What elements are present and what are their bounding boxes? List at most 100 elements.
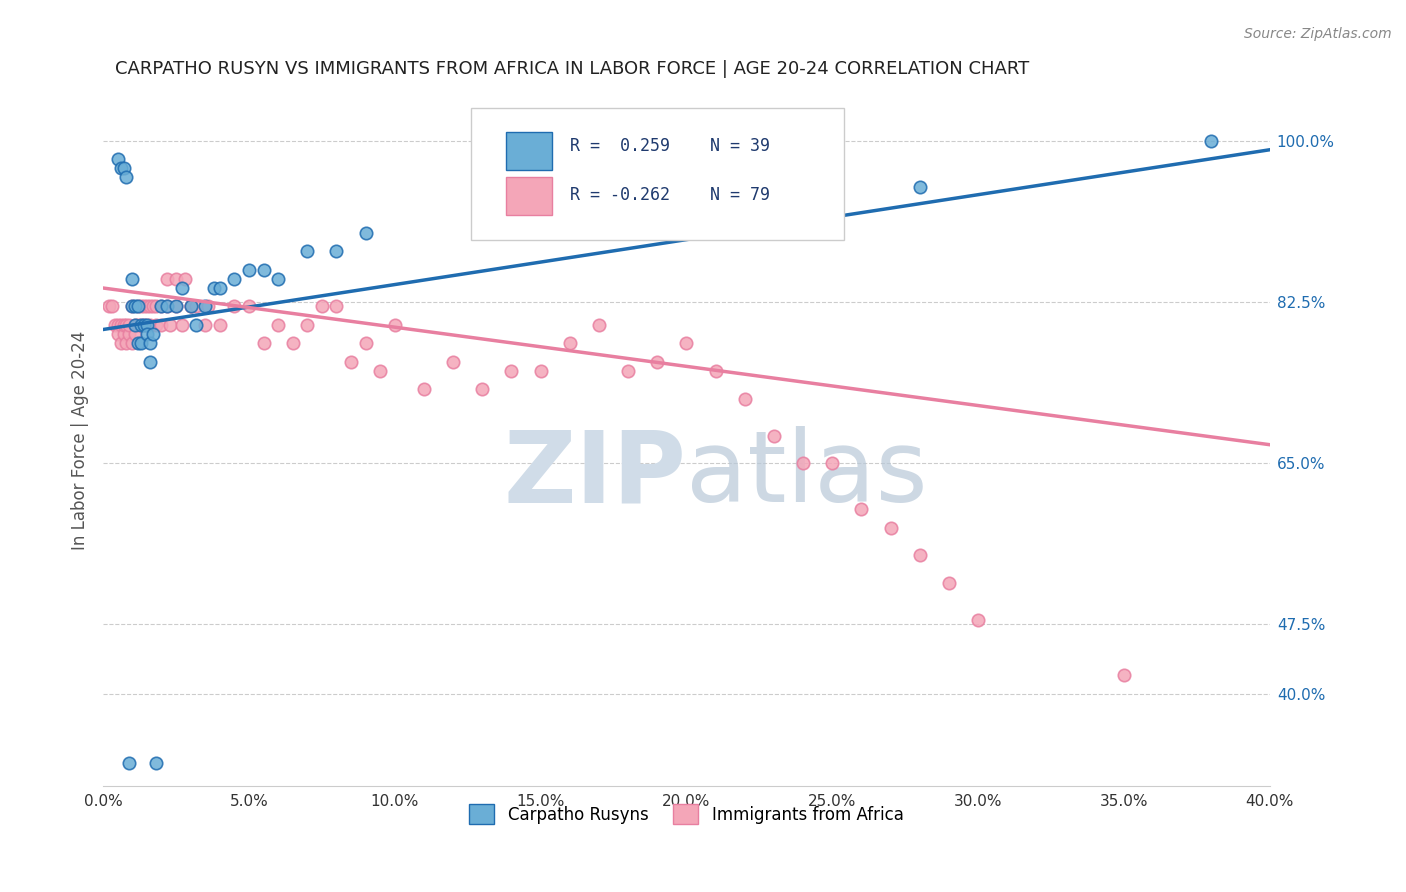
Point — [170, 281, 193, 295]
Point — [142, 327, 165, 342]
Point — [145, 318, 167, 332]
Point — [173, 272, 195, 286]
Point — [762, 428, 785, 442]
Point — [908, 549, 931, 563]
Point — [139, 300, 162, 314]
Point — [325, 300, 347, 314]
Point — [129, 300, 152, 314]
Point — [121, 336, 143, 351]
Point — [110, 336, 132, 351]
FancyBboxPatch shape — [471, 108, 844, 240]
Point — [127, 318, 149, 332]
Point — [159, 318, 181, 332]
Point — [238, 262, 260, 277]
Point — [104, 318, 127, 332]
Point — [647, 355, 669, 369]
Point — [471, 383, 494, 397]
Point — [101, 300, 124, 314]
Point — [194, 300, 217, 314]
Legend: Carpatho Rusyns, Immigrants from Africa: Carpatho Rusyns, Immigrants from Africa — [461, 796, 912, 833]
Point — [938, 576, 960, 591]
Bar — [506, 178, 553, 216]
Point — [238, 300, 260, 314]
Point — [530, 364, 553, 378]
Point — [384, 318, 406, 332]
Point — [180, 300, 202, 314]
Point — [121, 300, 143, 314]
Point — [118, 327, 141, 342]
Point — [851, 502, 873, 516]
Point — [821, 456, 844, 470]
Point — [150, 300, 173, 314]
Point — [704, 364, 727, 378]
Point — [180, 300, 202, 314]
Text: atlas: atlas — [686, 426, 928, 524]
Point — [156, 300, 179, 314]
Point — [208, 318, 231, 332]
Point — [558, 336, 581, 351]
Point — [129, 318, 152, 332]
Point — [135, 327, 157, 342]
Point — [252, 336, 274, 351]
Point — [124, 318, 146, 332]
Point — [145, 300, 167, 314]
Point — [281, 336, 304, 351]
Point — [112, 318, 135, 332]
Point — [354, 226, 377, 240]
Point — [129, 318, 152, 332]
Point — [127, 300, 149, 314]
Point — [967, 613, 990, 627]
Point — [129, 336, 152, 351]
Point — [150, 318, 173, 332]
Point — [180, 300, 202, 314]
Point — [186, 300, 208, 314]
Text: Source: ZipAtlas.com: Source: ZipAtlas.com — [1244, 27, 1392, 41]
Point — [107, 318, 129, 332]
Point — [186, 318, 208, 332]
Bar — [506, 132, 553, 170]
Point — [224, 272, 246, 286]
Point — [135, 318, 157, 332]
Point — [297, 244, 319, 259]
Point — [107, 327, 129, 342]
Point — [368, 364, 391, 378]
Point — [311, 300, 333, 314]
Point — [208, 281, 231, 295]
Point — [107, 152, 129, 166]
Point — [145, 756, 167, 770]
Point — [792, 456, 814, 470]
Point — [879, 521, 901, 535]
Point — [297, 318, 319, 332]
Point — [110, 161, 132, 176]
Point — [267, 318, 290, 332]
Point — [354, 336, 377, 351]
Point — [139, 355, 162, 369]
Point — [252, 262, 274, 277]
Point — [124, 300, 146, 314]
Point — [267, 272, 290, 286]
Point — [118, 756, 141, 770]
Y-axis label: In Labor Force | Age 20-24: In Labor Force | Age 20-24 — [72, 330, 89, 549]
Point — [734, 392, 756, 406]
Point — [441, 355, 464, 369]
Point — [97, 300, 120, 314]
Point — [501, 364, 523, 378]
Point — [112, 161, 135, 176]
Point — [118, 318, 141, 332]
Point — [135, 318, 157, 332]
Point — [142, 300, 165, 314]
Point — [675, 336, 697, 351]
Point — [132, 300, 155, 314]
Text: CARPATHO RUSYN VS IMMIGRANTS FROM AFRICA IN LABOR FORCE | AGE 20-24 CORRELATION : CARPATHO RUSYN VS IMMIGRANTS FROM AFRICA… — [115, 60, 1029, 78]
Point — [908, 179, 931, 194]
Point — [124, 327, 146, 342]
Text: ZIP: ZIP — [503, 426, 686, 524]
Point — [139, 336, 162, 351]
Text: R =  0.259    N = 39: R = 0.259 N = 39 — [569, 137, 770, 155]
Point — [115, 336, 138, 351]
Point — [115, 318, 138, 332]
Point — [530, 207, 553, 221]
Point — [1112, 668, 1135, 682]
Point — [156, 300, 179, 314]
Point — [139, 318, 162, 332]
